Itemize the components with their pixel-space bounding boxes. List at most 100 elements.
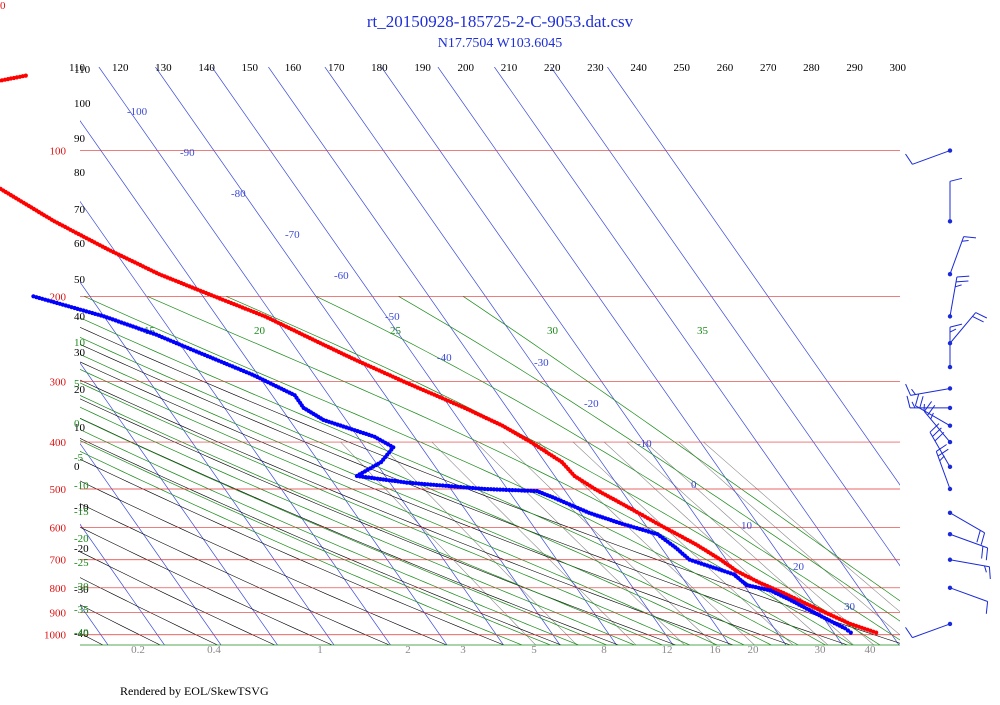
theta-top-label: 260 <box>717 62 734 74</box>
moist-adiabat-label: 30 <box>547 325 559 337</box>
wind-barb-flag <box>989 567 990 579</box>
wind-barb-flag <box>906 384 911 395</box>
wind-barb-flag <box>982 546 983 558</box>
wind-barb-flag <box>976 313 987 318</box>
wind-barb <box>948 586 988 614</box>
isotherm-label: -10 <box>637 438 652 450</box>
wind-barb-flag <box>912 402 915 408</box>
theta-top-label: 270 <box>760 62 777 74</box>
wind-barb-flag <box>933 428 942 437</box>
wind-barb-flag <box>950 324 962 327</box>
moist-adiabat-label: 35 <box>697 325 709 337</box>
wind-barb-flag <box>973 316 984 322</box>
wind-barb-flag <box>935 432 944 441</box>
wind-barb-flag <box>940 456 945 461</box>
mixing-ratio-label: 0.4 <box>207 644 221 656</box>
theta-left-label: 90 <box>74 133 86 145</box>
theta-left-label: 40 <box>74 311 86 323</box>
pressure-label: 800 <box>50 583 67 595</box>
wind-barb-flag <box>985 566 987 573</box>
pressure-label: 100 <box>50 146 67 158</box>
pressure-label: 400 <box>50 437 67 449</box>
moist-adiabat-label: -15 <box>74 506 89 518</box>
wind-barb-flag <box>986 548 987 560</box>
footer-credit: Rendered by EOL/SkewTSVG <box>120 684 269 699</box>
theta-top-label: 160 <box>285 62 302 74</box>
theta-left-label: 50 <box>74 274 86 286</box>
wind-barb-staff <box>924 411 950 442</box>
isotherm-label: -60 <box>334 270 349 282</box>
dewpoint-point <box>31 294 35 298</box>
wind-barb-column <box>906 148 991 637</box>
isotherm-label: 30 <box>844 601 856 613</box>
wind-barb-staff <box>912 151 950 165</box>
theta-top-label: 240 <box>630 62 647 74</box>
wind-barb-flag <box>986 602 987 614</box>
isotherm-label: -40 <box>437 352 452 364</box>
isotherm-label: -20 <box>584 398 599 410</box>
wind-barb-staff <box>911 388 950 395</box>
wind-barb-flag <box>977 530 980 542</box>
wind-barb <box>948 237 976 277</box>
corner-label: 0 <box>0 0 6 12</box>
theta-top-label: 290 <box>846 62 863 74</box>
theta-top-label: 230 <box>587 62 604 74</box>
pressure-label: 500 <box>50 484 67 496</box>
pressure-label: 300 <box>50 377 67 389</box>
wind-barb <box>907 396 952 410</box>
wind-barb-flag <box>915 394 918 406</box>
mixing-ratio-label: 40 <box>865 644 877 656</box>
mixing-ratio-label: 20 <box>748 644 760 656</box>
pressure-label: 700 <box>50 555 67 567</box>
isotherm-line <box>0 67 52 645</box>
isotherm-label: -90 <box>180 147 195 159</box>
wind-barb-flag <box>906 154 913 164</box>
theta-top-label: 140 <box>198 62 215 74</box>
mixing-ratio-label: 0.2 <box>131 644 145 656</box>
theta-top-label: 280 <box>803 62 820 74</box>
wind-barb-flag <box>912 389 916 394</box>
mixing-ratio-label: 30 <box>815 644 827 656</box>
wind-barb-flag <box>920 396 923 408</box>
pressure-label: 1000 <box>44 630 67 642</box>
wind-barb-flag <box>906 627 913 637</box>
wind-barb-flag <box>962 241 969 242</box>
wind-barb <box>930 424 952 469</box>
theta-left-label: 60 <box>74 238 86 250</box>
isotherm-label: 10 <box>741 520 753 532</box>
pressure-label: 900 <box>50 608 67 620</box>
theta-top-label: 250 <box>674 62 691 74</box>
wind-barb <box>906 148 953 164</box>
wind-barb-flag <box>955 285 961 287</box>
theta-left-label: 80 <box>74 167 86 179</box>
isotherm-label: -50 <box>385 311 400 323</box>
wind-barb-flag <box>950 178 962 181</box>
theta-left-label: 110 <box>74 64 91 76</box>
mixing-ratio-label: 1 <box>317 644 323 656</box>
moist-adiabat-label: -35 <box>74 604 89 616</box>
mixing-ratio-label: 2 <box>405 644 411 656</box>
pressure-label: 600 <box>50 522 67 534</box>
wind-barb <box>948 558 991 579</box>
wind-barb-staff <box>950 588 988 602</box>
isotherm-label: 0 <box>691 479 697 491</box>
wind-barb-staff <box>950 513 985 533</box>
wind-barb-staff <box>950 237 964 275</box>
theta-left-label: 70 <box>74 204 86 216</box>
isotherm-label: -30 <box>534 357 549 369</box>
isotherm-label: -70 <box>285 229 300 241</box>
wind-barb-flag <box>907 396 910 408</box>
theta-top-label: 220 <box>544 62 561 74</box>
wind-barb-staff <box>950 277 957 316</box>
wind-barb-flag <box>928 405 935 415</box>
theta-top-label: 190 <box>414 62 431 74</box>
isotherm-label: -80 <box>231 188 246 200</box>
theta-top-label: 300 <box>890 62 907 74</box>
moist-adiabat-label: -25 <box>74 557 89 569</box>
moist-adiabat-label: 10 <box>74 337 86 349</box>
moist-adiabat-label: -10 <box>74 480 89 492</box>
wind-barb-flag <box>957 276 969 277</box>
moist-adiabat-label: 5 <box>74 378 80 390</box>
